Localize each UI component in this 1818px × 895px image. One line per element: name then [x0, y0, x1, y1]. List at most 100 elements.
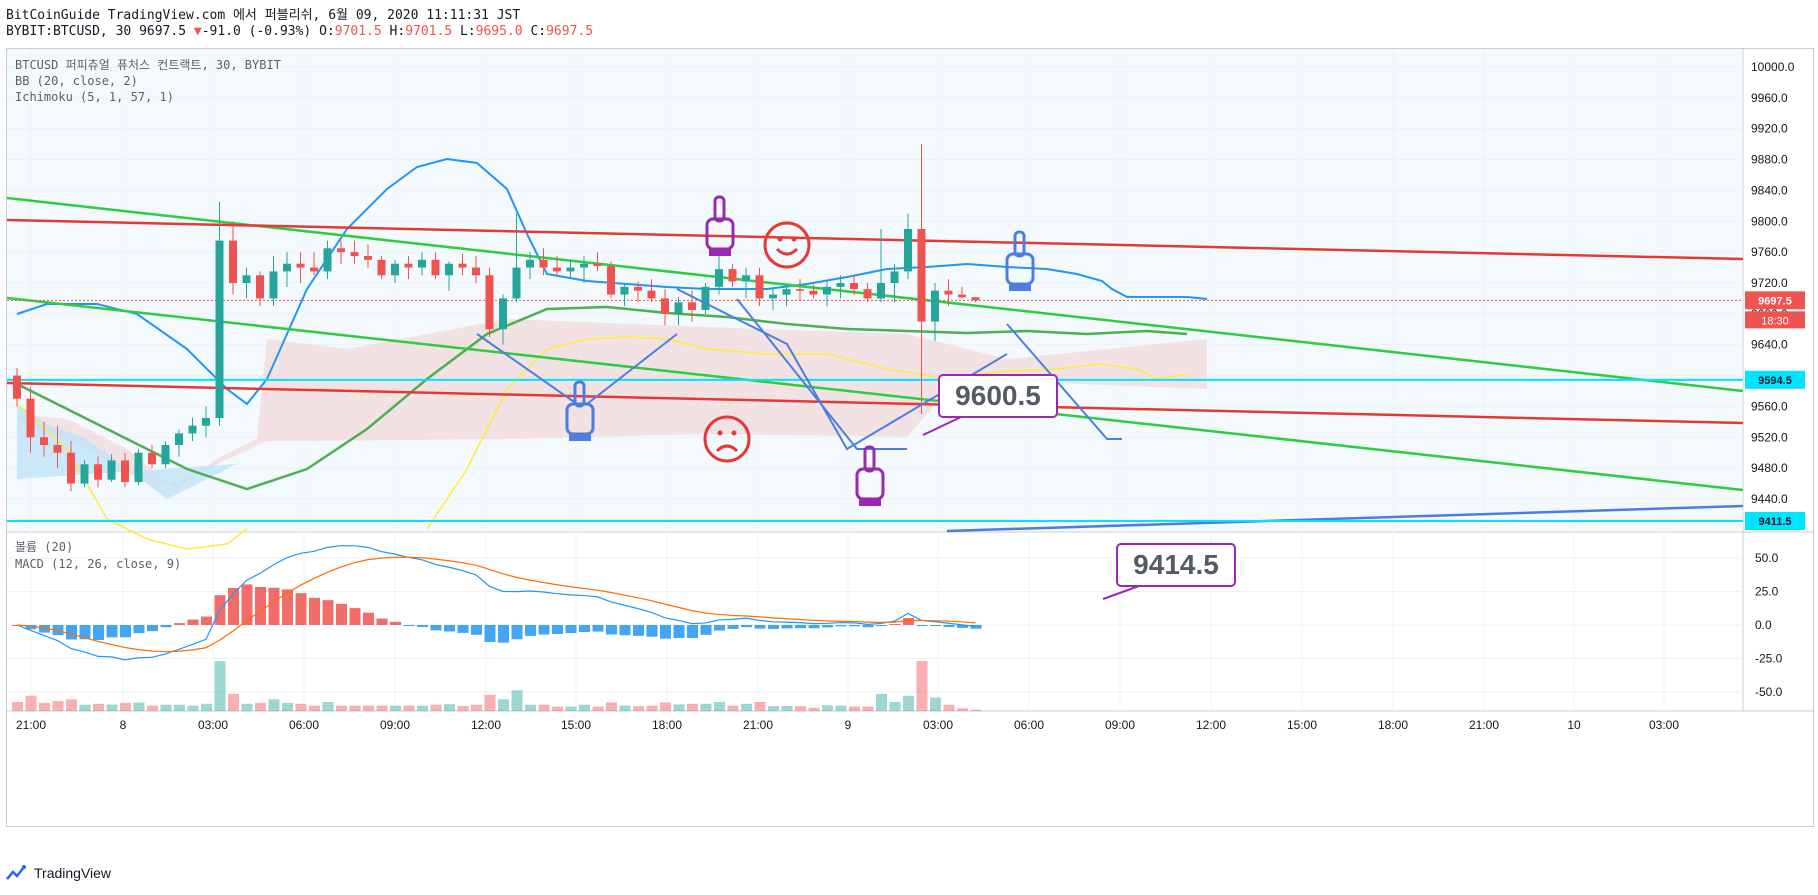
macd-histogram-bar	[25, 625, 37, 630]
candle-body	[148, 452, 156, 465]
macd-histogram-bar	[106, 625, 118, 638]
price-tick-label: 9640.0	[1751, 338, 1788, 352]
macd-histogram-bar	[889, 624, 901, 626]
volume-bar	[660, 702, 671, 711]
chart-svg[interactable]: 10000.0 9960.0 9920.0 9880.0 9840.0 9800.0 976…	[7, 49, 1813, 826]
time-tick-label: 15:00	[561, 718, 591, 732]
candle-body	[836, 283, 845, 287]
volume-bar	[120, 702, 131, 711]
macd-histogram-bar	[903, 618, 914, 625]
volume-bar	[471, 704, 482, 711]
volume-bar	[579, 704, 590, 711]
volume-bar	[673, 704, 685, 711]
volume-bar	[552, 706, 563, 711]
macd-histogram-bar	[862, 625, 874, 628]
green-trendline-upper	[7, 196, 1744, 393]
price-tick-label: 9920.0	[1751, 122, 1788, 136]
volume-bar	[160, 704, 172, 711]
macd-histogram-bar	[849, 625, 860, 627]
legend-text: MACD (12, 26, close, 9)	[15, 557, 181, 571]
hand-cuff	[1009, 284, 1031, 291]
candle-body	[796, 289, 804, 291]
candle-body	[620, 286, 629, 295]
hand-finger	[573, 380, 586, 408]
callout-pointer	[922, 416, 962, 436]
candle-body	[688, 302, 696, 310]
candle-body	[80, 464, 89, 484]
volume-bar	[133, 702, 145, 711]
macd-histogram-bar	[349, 608, 361, 625]
price-tag-label: 9594.5	[1758, 375, 1792, 387]
volume-bar	[700, 703, 712, 711]
time-tick-label: 21:00	[16, 718, 46, 732]
time-tick-label: 06:00	[289, 718, 319, 732]
face-eye	[777, 236, 783, 242]
macd-histogram-bar	[808, 625, 820, 629]
macd-histogram-bar	[660, 625, 671, 639]
candle-body	[458, 263, 467, 268]
legend-text: BTCUSD 퍼피츄얼 퓨처스 컨트랙트, 30, BYBIT	[15, 58, 281, 72]
red-trendline-upper	[7, 218, 1744, 261]
legend-text: 볼륨 (20)	[15, 540, 73, 554]
candle-body	[337, 248, 345, 253]
candle-body	[13, 375, 21, 399]
macd-histogram-bar	[241, 584, 253, 625]
bollinger-lower-band-2	[426, 336, 1188, 530]
zigzag-drawing-2	[736, 298, 907, 450]
candle-body	[958, 294, 966, 298]
macd-histogram-bar	[876, 625, 887, 627]
macd-histogram-bar	[93, 625, 104, 640]
macd-histogram-bar	[457, 625, 469, 633]
time-tick-label: 12:00	[1196, 718, 1226, 732]
candle-body	[472, 267, 480, 276]
hand-finger	[1013, 230, 1026, 258]
macd-histogram-bar	[741, 625, 752, 628]
volume-bar	[187, 705, 199, 711]
volume-bar	[403, 705, 415, 711]
volume-bar	[174, 704, 185, 711]
candle-body	[242, 275, 251, 283]
volume-bar	[430, 704, 442, 711]
blue-trendline	[946, 504, 1744, 533]
volume-bar	[106, 704, 118, 711]
time-tick-label: 18:00	[1378, 718, 1408, 732]
callout-label: 9600.5	[955, 380, 1041, 411]
macd-tick-label: -25.0	[1755, 652, 1783, 666]
volume-bar	[930, 697, 941, 711]
candle-body	[755, 275, 764, 299]
open-value: 9701.5	[334, 24, 382, 39]
tradingview-logo-icon	[6, 865, 26, 880]
candle-body	[823, 286, 831, 295]
footer-brand: TradingView	[34, 865, 112, 881]
volume-bar	[957, 708, 968, 711]
volume-bar	[484, 694, 496, 711]
time-tick-label: 09:00	[1105, 718, 1135, 732]
face-outline	[703, 415, 751, 463]
macd-histogram-bar	[430, 625, 442, 631]
volume-bar	[255, 702, 266, 711]
macd-histogram-bar	[268, 587, 280, 625]
macd-histogram-bar	[673, 625, 685, 639]
volume-bar	[147, 705, 158, 711]
macd-histogram-bar	[309, 597, 320, 625]
macd-histogram-bar	[390, 621, 401, 625]
macd-histogram-bar	[120, 625, 131, 638]
candle-body	[445, 263, 453, 276]
candle-body	[782, 289, 791, 295]
candle-body	[850, 283, 858, 290]
macd-histogram-bar	[538, 625, 550, 635]
candle-body	[215, 240, 224, 418]
macd-histogram-bar	[484, 625, 496, 642]
candle-body	[809, 290, 818, 295]
macd-histogram-bar	[822, 625, 833, 628]
macd-histogram-bar	[133, 625, 145, 634]
candle-body	[566, 267, 575, 272]
candle-body	[971, 297, 980, 301]
chart-frame[interactable]: 10000.0 9960.0 9920.0 9880.0 9840.0 9800.0 976…	[6, 48, 1814, 827]
price-tick-label: 9520.0	[1751, 430, 1788, 444]
macd-histogram-bar	[795, 625, 806, 629]
macd-histogram-bar	[39, 625, 50, 633]
candle-body	[742, 275, 750, 282]
macd-histogram-bar	[376, 618, 388, 625]
hand-finger	[713, 195, 726, 223]
